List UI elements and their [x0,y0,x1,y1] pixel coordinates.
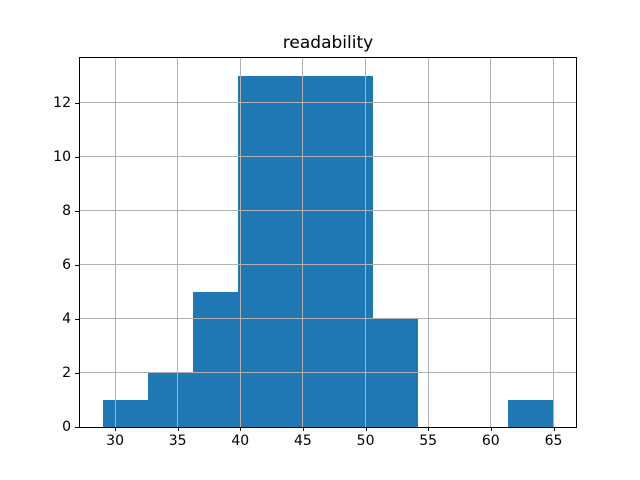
gridline-vertical [177,58,179,427]
gridline-horizontal [80,156,576,158]
axis-spine-right [576,57,577,428]
y-tick-label: 4 [62,310,71,327]
y-tick-label: 6 [62,256,71,273]
x-tick-mark [428,428,430,431]
x-tick-label: 45 [293,433,312,449]
x-tick-mark [177,428,179,431]
x-tick-label: 35 [168,433,187,449]
gridline-vertical [490,58,492,427]
axis-spine-left [79,57,80,428]
histogram-bar [237,75,283,427]
gridline-vertical [302,58,304,427]
x-tick-mark [302,428,304,431]
y-tick-mark [75,318,79,320]
gridline-vertical [365,58,367,427]
plot-area [80,58,576,427]
histogram-bar [282,75,328,427]
histogram-bar [508,400,554,427]
y-tick-label: 2 [62,364,71,381]
histogram-bar [102,400,148,427]
y-tick-label: 12 [53,94,71,111]
histogram-bar [328,75,374,427]
axis-spine-top [79,57,577,58]
y-tick-mark [75,156,79,158]
y-tick-label: 8 [62,202,71,219]
x-tick-mark [115,428,117,431]
gridline-vertical [114,58,116,427]
x-tick-label: 40 [231,433,250,449]
x-tick-label: 65 [544,433,563,449]
y-tick-label: 0 [62,419,71,435]
y-tick-mark [75,210,79,212]
x-tick-mark [553,428,555,431]
gridline-horizontal [80,426,576,427]
gridline-horizontal [80,102,576,104]
gridline-horizontal [80,210,576,212]
x-tick-mark [365,428,367,431]
histogram-bar [192,291,238,427]
gridline-vertical [239,58,241,427]
y-tick-mark [75,264,79,266]
gridline-horizontal [80,318,576,320]
chart-title: readability [282,33,374,53]
axis-spine-bottom [79,427,577,428]
x-tick-mark [240,428,242,431]
y-tick-mark [75,427,79,428]
gridline-horizontal [80,372,576,374]
gridline-vertical [553,58,554,427]
x-tick-mark [490,428,492,431]
histogram-bar [147,372,193,427]
x-tick-label: 60 [481,433,500,449]
gridline-vertical [427,58,429,427]
gridline-horizontal [80,264,576,266]
y-tick-mark [75,372,79,374]
y-tick-label: 10 [53,148,71,165]
y-tick-mark [75,102,79,104]
x-tick-label: 30 [106,433,124,449]
x-tick-label: 50 [356,433,375,449]
x-tick-label: 55 [419,433,438,449]
